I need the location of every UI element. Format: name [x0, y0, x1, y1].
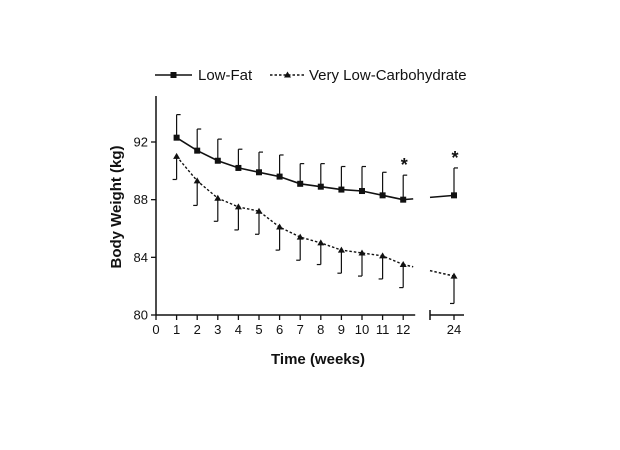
x-axis-label: Time (weeks) [271, 351, 365, 368]
point-low-fat [276, 173, 283, 180]
x-tick-label: 4 [235, 322, 242, 337]
point-low-fat [194, 147, 201, 154]
x-tick-label: 24 [447, 322, 461, 337]
significance-star: * [401, 155, 408, 175]
point-low-fat [297, 180, 304, 187]
series-markers [173, 134, 458, 279]
x-tick-label: 11 [376, 322, 390, 337]
y-tick-label: 84 [134, 250, 148, 265]
point-very-low-carbohydrate [276, 223, 284, 230]
point-low-fat [379, 192, 386, 199]
point-low-fat [451, 192, 457, 199]
point-very-low-carbohydrate [337, 246, 345, 253]
point-low-fat [400, 196, 407, 203]
point-very-low-carbohydrate [193, 177, 201, 184]
y-tick-label: 80 [134, 308, 148, 323]
point-low-fat [359, 188, 365, 195]
point-low-fat [338, 186, 345, 193]
x-tick-label: 0 [152, 322, 159, 337]
x-tick-label: 3 [214, 322, 221, 337]
point-very-low-carbohydrate [255, 207, 263, 214]
x-tick-label: 6 [276, 322, 283, 337]
legend-marker-low-fat [170, 72, 177, 78]
x-tick-label: 1 [173, 322, 180, 337]
x-tick-label: 8 [317, 322, 324, 337]
point-very-low-carbohydrate [399, 261, 407, 268]
point-very-low-carbohydrate [173, 152, 181, 159]
point-low-fat [173, 134, 180, 141]
legend-marker-very-low-carbohydrate [284, 71, 291, 78]
point-low-fat [235, 164, 242, 171]
y-tick-label: 92 [134, 135, 148, 150]
line-very-low-carbohydrate [176, 155, 404, 266]
line-very-low-carbohydrate-post-break [429, 269, 455, 277]
x-tick-label: 12 [396, 322, 410, 337]
point-very-low-carbohydrate [296, 233, 304, 240]
y-tick-label: 88 [134, 192, 148, 207]
x-tick-label: 5 [255, 322, 262, 337]
point-low-fat [256, 169, 262, 176]
annotations: * * [401, 148, 459, 175]
point-very-low-carbohydrate [379, 252, 387, 259]
point-very-low-carbohydrate [214, 194, 222, 201]
point-very-low-carbohydrate [358, 249, 366, 256]
y-axis-label: Body Weight (kg) [108, 145, 125, 268]
line-low-fat [176, 137, 404, 201]
line-low-fat-post-break [429, 194, 455, 199]
series-lines [176, 137, 455, 277]
axes [155, 96, 464, 320]
legend: Low-Fat Very Low-Carbohydrate [155, 67, 467, 84]
point-low-fat [214, 157, 221, 164]
error-bars [172, 114, 458, 305]
x-tick-label: 2 [194, 322, 201, 337]
legend-label-very-low-carbohydrate: Very Low-Carbohydrate [309, 67, 467, 84]
point-very-low-carbohydrate [234, 203, 242, 210]
legend-label-low-fat: Low-Fat [198, 67, 253, 84]
significance-star: * [451, 148, 458, 168]
point-very-low-carbohydrate [317, 239, 325, 246]
x-tick-label: 10 [355, 322, 369, 337]
point-low-fat [317, 183, 324, 190]
x-tick-label: 7 [297, 322, 304, 337]
point-very-low-carbohydrate [450, 272, 458, 279]
x-tick-label: 9 [338, 322, 345, 337]
